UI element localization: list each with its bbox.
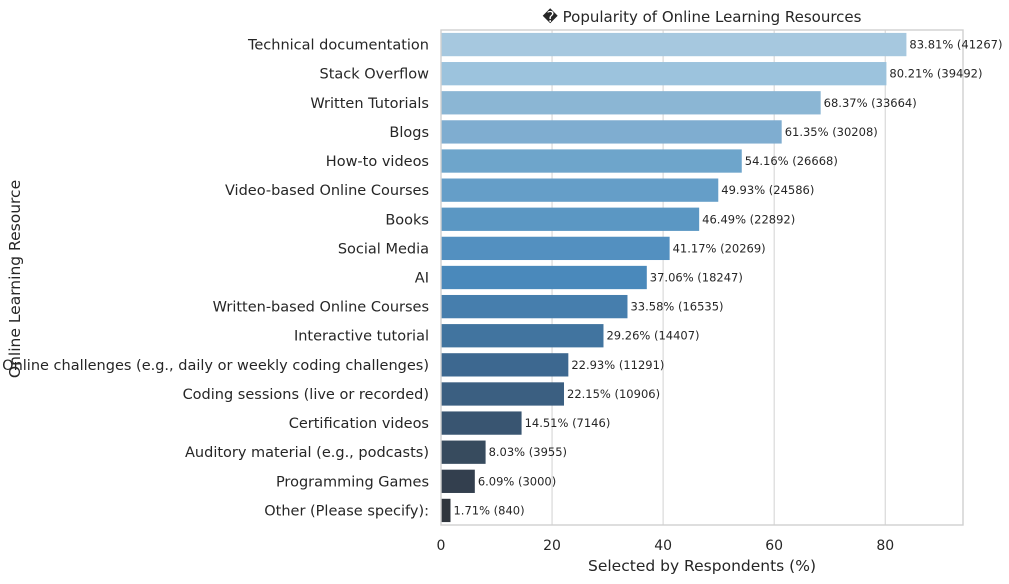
bar-value-label: 33.58% (16535) bbox=[630, 300, 723, 314]
y-tick-label: Technical documentation bbox=[247, 38, 429, 54]
y-tick-label: Blogs bbox=[389, 125, 429, 141]
bar-value-label: 6.09% (3000) bbox=[478, 474, 556, 488]
y-tick-label: How-to videos bbox=[326, 154, 429, 170]
bar-value-label: 41.17% (20269) bbox=[673, 241, 766, 255]
x-tick-label: 60 bbox=[765, 538, 783, 554]
x-tick-label: 0 bbox=[437, 538, 446, 554]
bar bbox=[441, 32, 907, 57]
y-tick-labels: Technical documentation Stack Overflow Wri… bbox=[2, 38, 429, 520]
bar-value-label: 80.21% (39492) bbox=[889, 67, 982, 81]
bar-value-label: 29.26% (14407) bbox=[606, 329, 699, 343]
bar bbox=[441, 236, 670, 261]
bar-value-label: 68.37% (33664) bbox=[824, 96, 917, 110]
x-tick-labels: 0 20 40 60 80 bbox=[437, 538, 895, 554]
bar-value-label: 22.93% (11291) bbox=[571, 358, 664, 372]
y-tick-label: Social Media bbox=[338, 241, 429, 257]
x-tick-label: 20 bbox=[543, 538, 561, 554]
y-tick-label: Stack Overflow bbox=[320, 67, 430, 83]
bar bbox=[441, 265, 647, 290]
bar bbox=[441, 149, 742, 173]
y-tick-label: AI bbox=[415, 271, 429, 287]
y-tick-label: Programming Games bbox=[276, 474, 429, 490]
bar bbox=[441, 382, 565, 406]
y-tick-label: Online challenges (e.g., daily or weekly… bbox=[2, 358, 429, 374]
bar-value-label: 8.03% (3955) bbox=[489, 445, 567, 459]
bar-value-label: 37.06% (18247) bbox=[650, 271, 743, 285]
bar bbox=[441, 207, 700, 231]
y-tick-label: Video-based Online Courses bbox=[225, 183, 429, 199]
bar-value-label: 83.81% (41267) bbox=[909, 38, 1002, 52]
y-tick-label: Coding sessions (live or recorded) bbox=[183, 387, 429, 403]
chart-title: � Popularity of Online Learning Resource… bbox=[543, 8, 862, 26]
bar bbox=[441, 440, 486, 464]
y-tick-label: Other (Please specify): bbox=[264, 503, 429, 519]
x-axis-title: Selected by Respondents (%) bbox=[588, 557, 816, 575]
bars-layer bbox=[441, 32, 907, 523]
bar-value-label: 54.16% (26668) bbox=[745, 154, 838, 168]
bar-value-label: 61.35% (30208) bbox=[785, 125, 878, 139]
bar bbox=[441, 469, 475, 493]
bar bbox=[441, 91, 821, 115]
y-axis-title: Online Learning Resource bbox=[6, 180, 24, 378]
plot-frame bbox=[440, 29, 964, 526]
y-tick-label: Written-based Online Courses bbox=[213, 300, 429, 316]
bar bbox=[441, 324, 604, 348]
bar-value-label: 22.15% (10906) bbox=[567, 387, 660, 401]
bar-value-label: 49.93% (24586) bbox=[721, 183, 814, 197]
y-tick-label: Books bbox=[385, 212, 429, 228]
x-tick-label: 80 bbox=[876, 538, 894, 554]
x-tick-label: 40 bbox=[654, 538, 672, 554]
bar bbox=[441, 178, 719, 202]
bar bbox=[441, 353, 569, 377]
bar-value-label: 14.51% (7146) bbox=[525, 416, 611, 430]
y-tick-label: Interactive tutorial bbox=[294, 329, 429, 345]
bar bbox=[441, 294, 628, 319]
bar bbox=[441, 62, 887, 86]
bar-value-label: 1.71% (840) bbox=[453, 503, 524, 517]
labels-layer: 83.81% (41267) 80.21% (39492) 68.37% (3366… bbox=[453, 38, 1002, 518]
y-tick-label: Written Tutorials bbox=[310, 96, 429, 112]
y-tick-label: Certification videos bbox=[289, 416, 429, 432]
bar bbox=[441, 498, 451, 523]
bar bbox=[441, 411, 522, 435]
y-tick-label: Auditory material (e.g., podcasts) bbox=[185, 445, 429, 461]
bar-value-label: 46.49% (22892) bbox=[702, 212, 795, 226]
bar bbox=[441, 120, 782, 144]
